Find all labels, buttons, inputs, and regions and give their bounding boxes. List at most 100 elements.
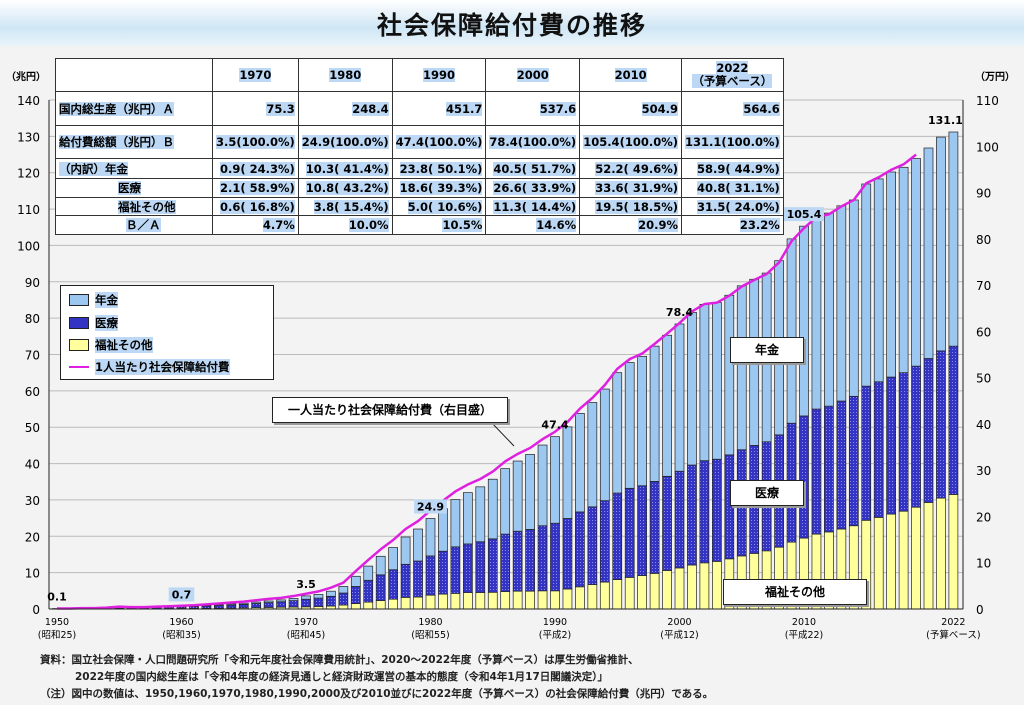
right-axis-unit: （万円） <box>975 72 1015 83</box>
bar-welfare <box>662 570 672 610</box>
y-left-tick-label: 10 <box>25 567 40 581</box>
table-cell: 4.7% <box>262 218 295 232</box>
x-tick-label: 2010 <box>792 617 816 628</box>
bar-pension <box>886 171 897 378</box>
per-capita-annotation: 一人当たり社会保障給付費（右目盛） <box>272 397 508 423</box>
bar-medical <box>363 579 374 603</box>
bar-medical <box>936 350 946 499</box>
bar-medical <box>836 400 847 530</box>
data-label: 131.1 <box>928 114 963 127</box>
bar-medical <box>911 365 921 508</box>
bar-pension <box>662 334 672 477</box>
y-right-tick-label: 70 <box>976 279 991 293</box>
bar-pension <box>288 598 299 601</box>
bar-welfare <box>674 567 685 610</box>
legend-swatch-medical <box>69 317 89 329</box>
data-label-highlight <box>414 499 447 514</box>
bar-medical <box>624 487 635 578</box>
bar-pension <box>500 468 511 535</box>
bar-pension <box>251 601 262 604</box>
left-axis-unit: （兆円） <box>6 72 46 83</box>
bar-medical <box>276 601 286 608</box>
bar-medical <box>512 530 523 592</box>
bar-welfare <box>687 564 697 610</box>
y-left-tick-label: 90 <box>25 276 40 290</box>
bar-welfare <box>363 601 374 610</box>
bar-medical <box>886 376 897 515</box>
table-cell: 23.2% <box>739 218 780 232</box>
bar-welfare <box>525 590 535 610</box>
bar-medical <box>251 603 262 608</box>
x-tick-label: 2000 <box>667 617 691 628</box>
table-row: 国内総生産（兆円）Ａ 75.3 248.4 451.7 537.6 504.9 564.6 <box>55 91 784 126</box>
bar-welfare <box>438 593 448 610</box>
table-cell: 537.6 <box>539 101 577 116</box>
bar-pension <box>624 362 635 489</box>
row-label: 福祉その他 <box>118 199 176 214</box>
data-label: 0.7 <box>172 588 192 601</box>
bar-welfare <box>624 577 635 610</box>
bar-medical <box>861 385 872 521</box>
table-cell: 0.9( 24.3%) <box>220 161 295 176</box>
table-cell: 75.3 <box>266 101 295 116</box>
table-cell: 10.3( 41.4%) <box>305 161 389 176</box>
table-cell: 24.9(100.0%) <box>301 135 389 149</box>
data-label: 105.4 <box>787 208 822 221</box>
header-2022-note: （予算ベース） <box>692 74 773 88</box>
legend: 年金 医療 福祉その他 1人当たり社会保障給付費 <box>60 285 274 380</box>
table-cell: 14.6% <box>536 218 577 232</box>
bar-pension <box>537 444 548 527</box>
bar-medical <box>450 546 461 594</box>
bar-pension <box>936 136 946 352</box>
x-tick-label: 1950 <box>45 617 69 628</box>
bar-medical <box>313 597 324 607</box>
bar-pension <box>861 183 872 387</box>
chart-title: 社会保障給付費の推移 <box>376 11 647 40</box>
bar-medical <box>923 358 934 503</box>
legend-swatch-welfare <box>69 339 89 351</box>
pension-annotation: 年金 <box>730 337 804 363</box>
bar-medical <box>599 500 610 583</box>
legend-welfare: 福祉その他 <box>69 337 153 353</box>
bar-medical <box>674 470 685 569</box>
y-right-tick-label: 100 <box>976 140 999 154</box>
table-cell: 504.9 <box>641 101 678 116</box>
bar-welfare <box>873 517 884 610</box>
bar-medical <box>214 605 224 609</box>
bar-medical <box>811 408 822 535</box>
bar-medical <box>475 541 486 593</box>
footnote-note: （注）図中の数値は、1950,1960,1970,1980,1990,2000及… <box>40 688 714 700</box>
x-tick-sublabel: (平成12) <box>660 629 699 641</box>
bar-welfare <box>911 506 921 610</box>
table-cell: 2.1( 58.9%) <box>220 181 295 195</box>
footnote-gdp: 2022年度の国内総生産は「令和4年度の経済見通しと経済財政運営の基本的態度（令… <box>75 671 609 683</box>
y-right-tick-label: 110 <box>976 94 999 108</box>
x-tick-sublabel: (昭和25) <box>38 630 77 641</box>
y-left-tick-label: 50 <box>25 421 40 435</box>
bar-medical <box>438 550 448 595</box>
bar-medical <box>226 604 237 609</box>
y-right-tick-label: 80 <box>976 233 991 247</box>
bar-medical <box>388 569 398 600</box>
bar-medical <box>575 511 585 588</box>
bar-pension <box>301 595 311 600</box>
bar-pension <box>898 166 909 374</box>
bar-medical <box>649 481 660 574</box>
bar-pension <box>599 388 610 502</box>
bar-pension <box>637 355 648 487</box>
bar-pension <box>873 178 884 383</box>
y-left-tick-label: 80 <box>25 312 40 326</box>
bar-pension <box>238 602 249 605</box>
bar-medical <box>948 345 959 495</box>
x-tick-sublabel: (予算ベース) <box>926 629 980 641</box>
y-left-tick-label: 30 <box>25 494 40 508</box>
header-2000: 2000 <box>516 68 549 82</box>
bar-medical <box>413 560 423 598</box>
bar-medical <box>824 405 834 533</box>
bar-medical <box>500 533 511 592</box>
bar-medical <box>238 603 249 609</box>
table-cell: 23.8( 50.1%) <box>399 161 483 176</box>
y-left-tick-label: 40 <box>25 458 40 472</box>
x-tick-sublabel: (平成22) <box>785 629 824 641</box>
bar-pension <box>587 402 598 508</box>
